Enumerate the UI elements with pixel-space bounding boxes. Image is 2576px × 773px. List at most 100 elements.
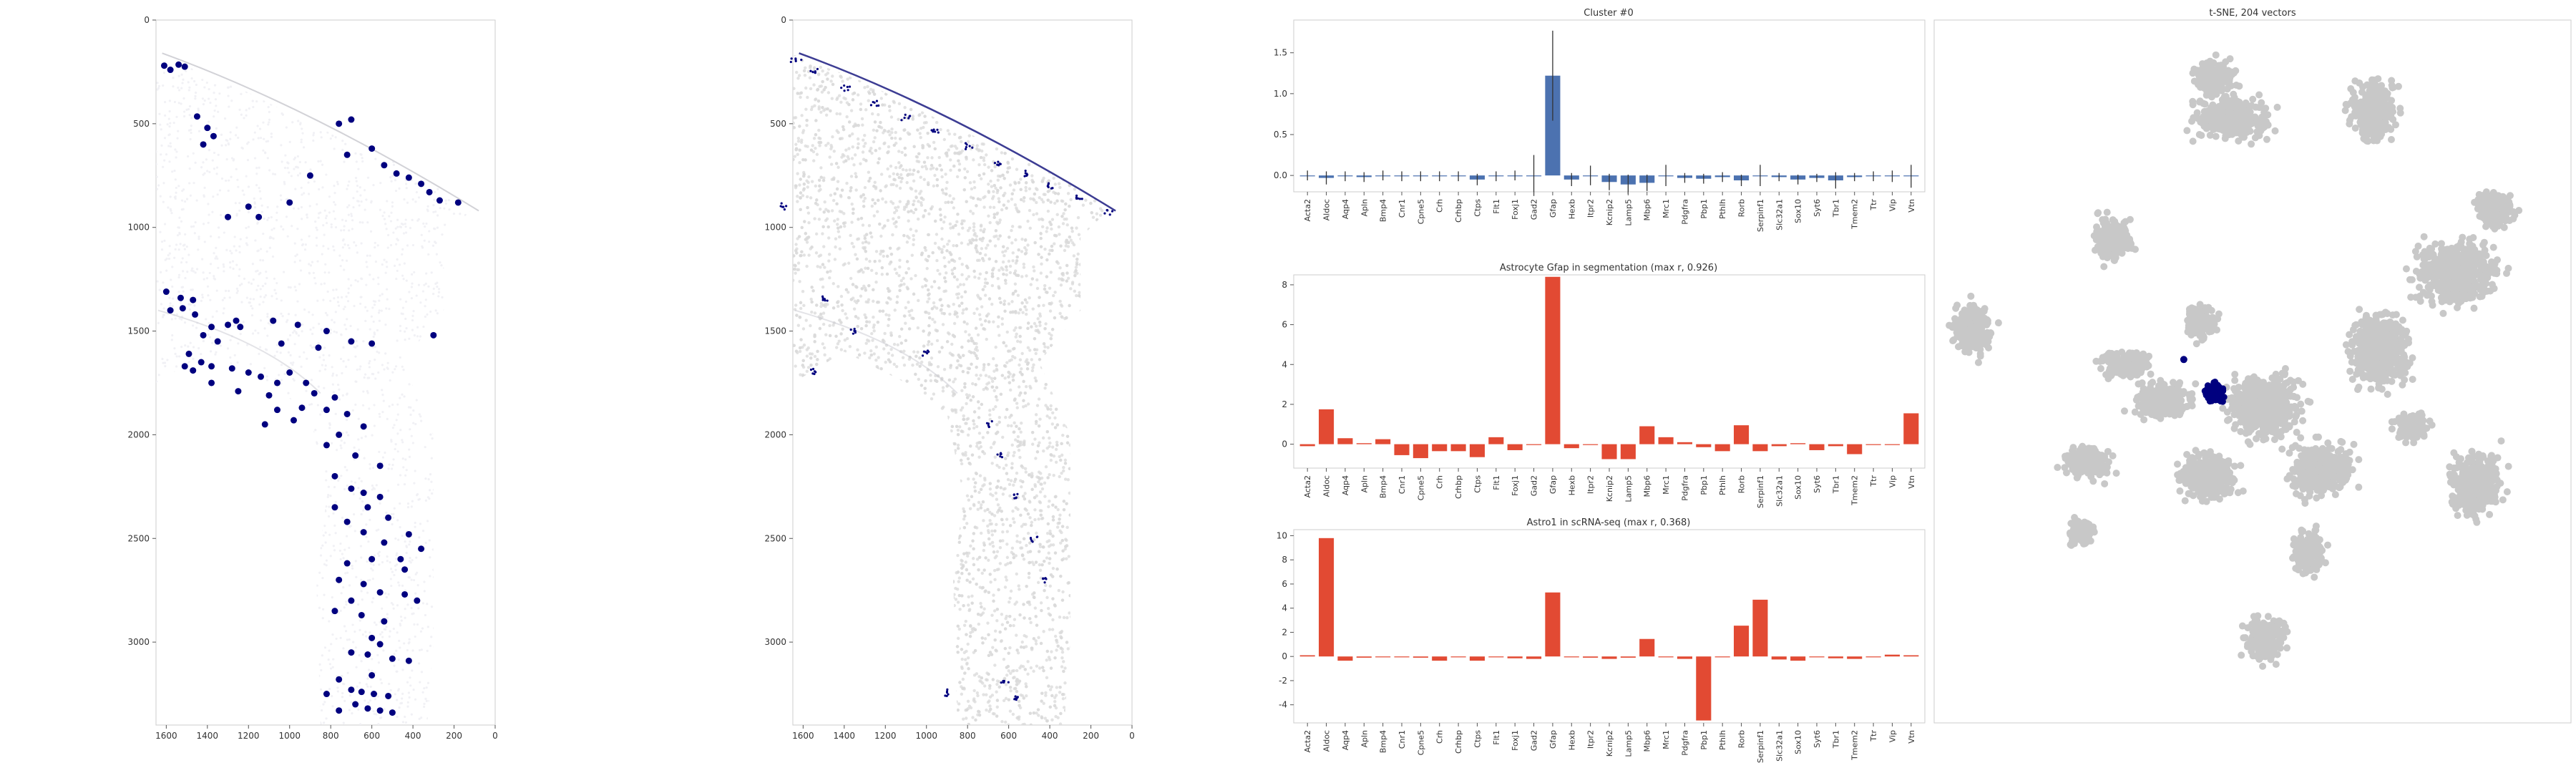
bar	[1601, 656, 1617, 659]
highlight-point	[348, 116, 355, 123]
highlight-point	[997, 160, 1000, 163]
highlight-point	[1023, 175, 1026, 178]
highlight-point	[1050, 187, 1053, 190]
highlight-point	[872, 100, 874, 104]
bar	[1432, 656, 1448, 661]
x-tick-label: Crh	[1435, 199, 1445, 213]
highlight-point	[376, 493, 384, 500]
highlight-point	[175, 61, 182, 68]
x-tick-label: Ctps	[1473, 475, 1482, 493]
highlight-point	[968, 145, 971, 147]
x-tick-label: Pdgfra	[1680, 475, 1689, 501]
highlight-point	[999, 452, 1002, 456]
highlight-point	[348, 597, 355, 604]
highlight-point	[393, 170, 400, 177]
highlight-point	[987, 425, 990, 429]
highlight-point	[813, 370, 816, 373]
y-tick-label: 4	[1282, 359, 1287, 369]
highlight-point	[853, 327, 856, 331]
x-tick-label: Pbp1	[1699, 730, 1709, 750]
x-tick-label: Acta2	[1303, 199, 1312, 221]
y-tick-label: 0.5	[1274, 130, 1287, 140]
highlight-point	[903, 117, 906, 120]
x-tick-label: 200	[1083, 731, 1099, 741]
highlight-point	[814, 70, 816, 73]
plot-frame	[1933, 19, 2572, 724]
bar	[1696, 444, 1712, 447]
x-tick-label: 1400	[197, 731, 219, 741]
x-tick-label: 1000	[278, 731, 301, 741]
x-tick-label: 200	[446, 731, 462, 741]
highlight-point	[360, 529, 367, 536]
x-tick-label: Cpne5	[1416, 475, 1425, 500]
highlight-point	[921, 354, 924, 357]
highlight-point	[2205, 393, 2212, 400]
bar-chart-2: 0 2 4 6 8 Acta2 Aldoc Aqp4 Apln Bmp4 Cnr1 Cpne5 Crh C…	[1282, 274, 1926, 508]
x-tick-label: Cpne5	[1416, 199, 1425, 224]
highlight-point	[794, 57, 797, 60]
x-tick-label: Aldoc	[1322, 730, 1332, 752]
highlight-point	[1013, 493, 1015, 496]
x-tick-label: Cnr1	[1397, 475, 1407, 494]
x-tick-label: Acta2	[1303, 730, 1312, 752]
x-tick-label: Itpr2	[1586, 199, 1596, 218]
highlight-point	[1075, 197, 1078, 200]
highlight-point	[1045, 578, 1048, 580]
highlight-point	[783, 208, 786, 211]
y-tick-label: 0	[1282, 439, 1287, 449]
highlight-point	[965, 145, 967, 149]
x-tick-label: Ttr	[1869, 475, 1878, 487]
highlight-point	[348, 485, 355, 492]
y-tick-label: 1500	[764, 326, 786, 336]
highlight-point	[1015, 698, 1018, 701]
bar	[1620, 444, 1636, 460]
highlight-point	[245, 203, 252, 210]
spatial-map-2: 1600 1400 1200 1000 800 600 400 200 005001000150…	[764, 15, 1134, 741]
highlight-point	[1024, 170, 1027, 172]
highlight-point	[847, 89, 849, 92]
highlight-point	[1075, 194, 1078, 198]
x-tick-label: Flt1	[1492, 475, 1501, 490]
highlight-point	[1103, 212, 1106, 215]
x-tick-label: Apln	[1360, 475, 1369, 493]
y-tick-label: 500	[133, 119, 150, 129]
y-tick-label: 8	[1282, 280, 1287, 290]
y-tick-label: 2500	[764, 533, 786, 543]
highlight-point	[900, 119, 903, 122]
highlight-point	[298, 404, 306, 412]
highlight-point	[162, 288, 170, 296]
bar	[1790, 443, 1806, 444]
bar	[1847, 656, 1863, 659]
highlight-point	[364, 504, 371, 511]
bar	[1450, 444, 1466, 452]
highlight-point	[311, 389, 318, 397]
bar	[1714, 656, 1730, 658]
bar	[1771, 444, 1787, 447]
x-tick-label: 1600	[155, 731, 177, 741]
bar	[1677, 656, 1692, 659]
x-tick-label: 600	[364, 731, 380, 741]
highlight-point	[331, 394, 338, 401]
highlight-point	[811, 372, 814, 375]
highlight-point	[381, 539, 388, 546]
bar	[1319, 409, 1335, 444]
highlight-point	[331, 608, 338, 615]
x-tick-label: Kcnip2	[1605, 730, 1614, 757]
x-tick-label: Bmp4	[1379, 730, 1388, 753]
bar	[1809, 656, 1825, 658]
x-tick-label: Serpinf1	[1756, 730, 1765, 763]
x-tick-label: Gfap	[1548, 199, 1558, 218]
highlight-point	[208, 379, 215, 386]
highlight-point	[343, 151, 351, 158]
highlight-point	[348, 686, 355, 694]
x-tick-label: Crh	[1435, 730, 1445, 744]
bar	[1507, 656, 1523, 658]
highlight-point	[854, 330, 857, 333]
highlight-point	[303, 379, 310, 386]
x-tick-label: Ttr	[1869, 199, 1878, 211]
x-tick-label: Ttr	[1869, 730, 1878, 742]
highlight-point	[843, 84, 846, 87]
bar	[1488, 437, 1504, 444]
highlight-point	[1042, 577, 1045, 580]
x-tick-label: Itpr2	[1586, 475, 1596, 494]
